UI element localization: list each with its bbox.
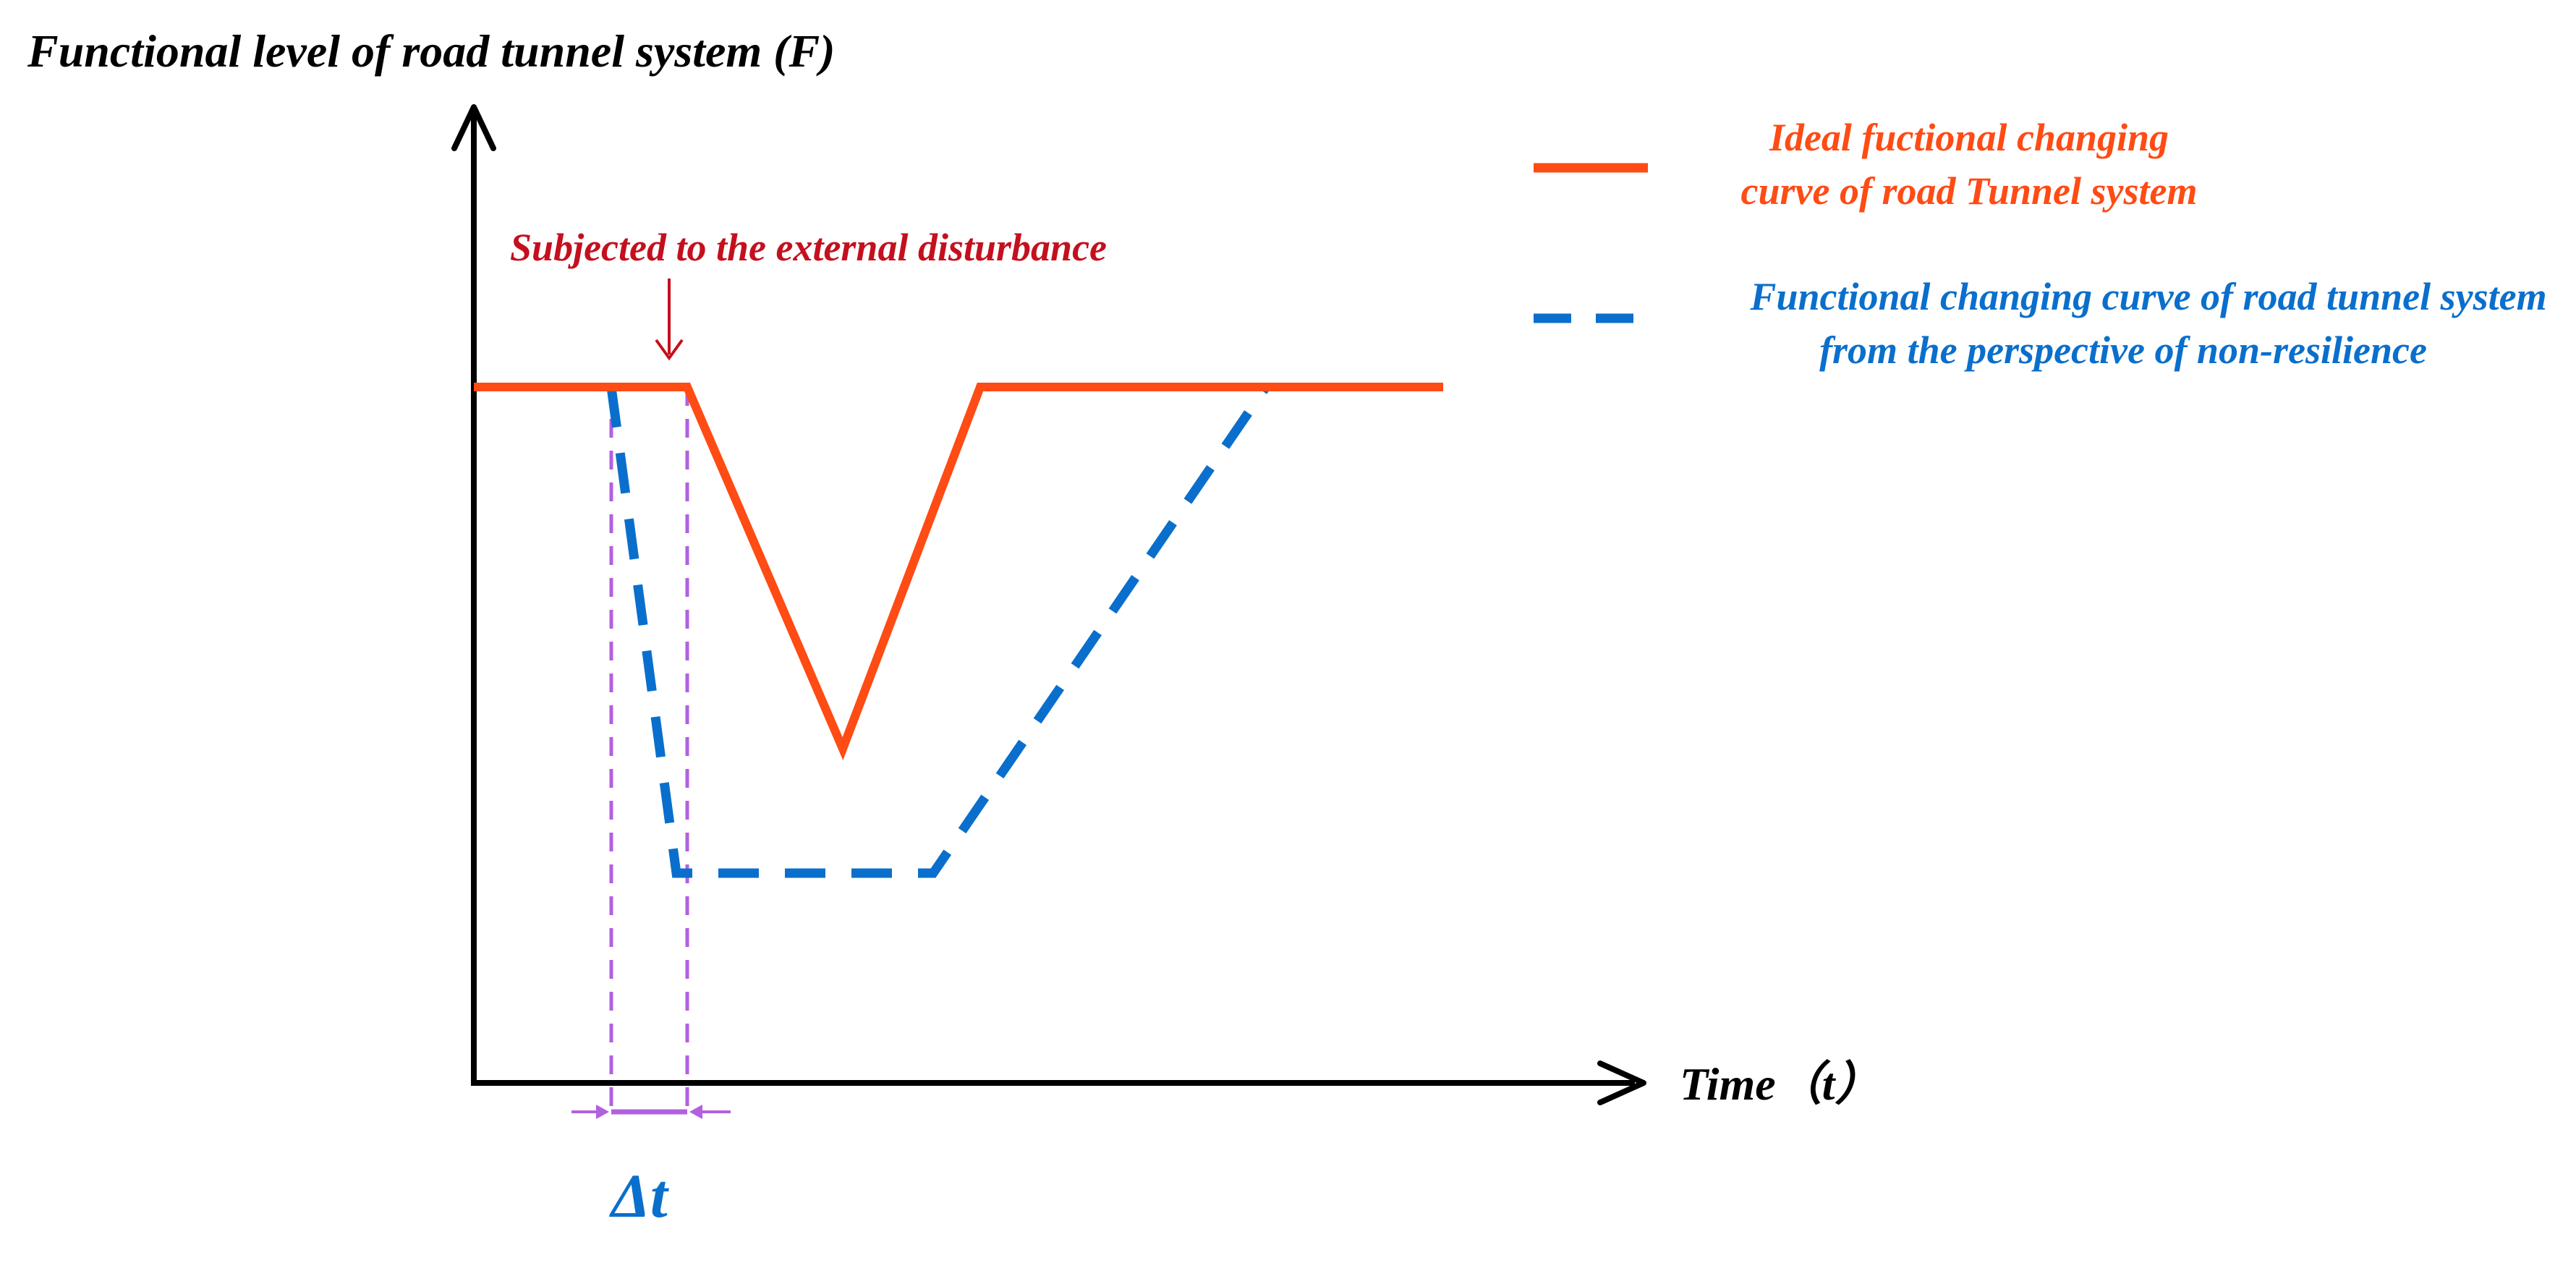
delta-t-label: Δt [609,1161,670,1230]
legend-non-resilience-label-line2: from the perspective of non-resilience [1819,328,2427,372]
legend-non-resilience-label-line1: Functional changing curve of road tunnel… [1749,275,2546,318]
disturbance-arrowhead [655,339,684,361]
disturbance-annotation: Subjected to the external disturbance [510,226,1107,269]
delta-right-arrowhead [689,1105,702,1119]
legend-ideal-label-line1: Ideal fuctional changing [1769,116,2169,159]
ideal-curve [474,383,1443,760]
delta-left-arrowhead [596,1105,609,1119]
y-axis-title: Functional level of road tunnel system (… [27,25,835,77]
x-axis-title: Time（t） [1680,1058,1881,1110]
y-axis-arrowhead [451,104,496,151]
legend-ideal-label-line2: curve of road Tunnel system [1741,169,2198,213]
non-resilience-curve [606,384,1270,878]
x-axis-arrowhead [1597,1060,1646,1105]
